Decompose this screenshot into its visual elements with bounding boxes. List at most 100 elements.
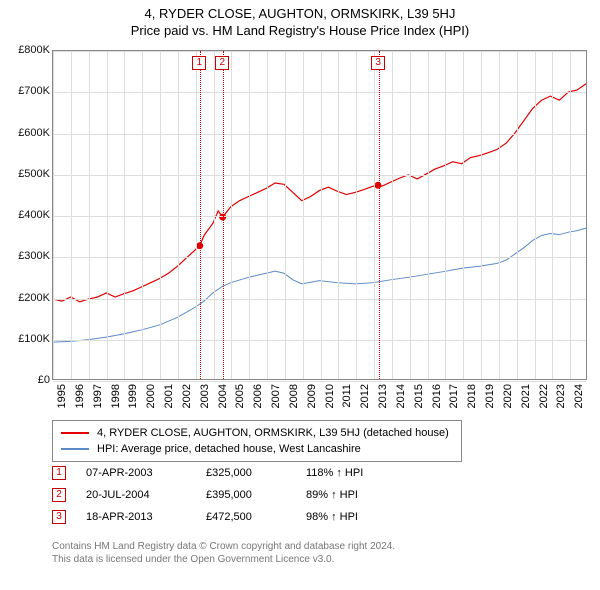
x-tick-label: 1998 bbox=[110, 384, 122, 408]
x-tick-label: 2006 bbox=[252, 384, 264, 408]
sale-row: 1 07-APR-2003 £325,000 118% ↑ HPI bbox=[52, 462, 406, 484]
x-tick-label: 2018 bbox=[466, 384, 478, 408]
vgrid-line bbox=[214, 51, 215, 379]
sale-row-price: £325,000 bbox=[206, 467, 286, 479]
sale-marker-dot bbox=[374, 182, 381, 189]
sale-row-marker: 2 bbox=[52, 488, 66, 502]
x-tick-label: 2003 bbox=[199, 384, 211, 408]
sale-marker-box: 1 bbox=[192, 56, 206, 70]
vgrid-line bbox=[374, 51, 375, 379]
vgrid-line bbox=[428, 51, 429, 379]
hgrid-line bbox=[53, 51, 586, 52]
x-tick-label: 1995 bbox=[56, 384, 68, 408]
x-tick-label: 2022 bbox=[538, 384, 550, 408]
x-tick-label: 2015 bbox=[413, 384, 425, 408]
chart-plot-area bbox=[52, 50, 587, 380]
vgrid-line bbox=[463, 51, 464, 379]
sale-row-marker: 3 bbox=[52, 510, 66, 524]
y-tick-label: £600K bbox=[0, 127, 50, 139]
sale-row-date: 20-JUL-2004 bbox=[86, 489, 186, 501]
x-tick-label: 2020 bbox=[502, 384, 514, 408]
sale-marker-line bbox=[200, 51, 201, 379]
vgrid-line bbox=[481, 51, 482, 379]
series-hpi bbox=[53, 228, 586, 342]
sale-row: 220-JUL-2004£395,00089% ↑ HPI bbox=[52, 484, 406, 506]
vgrid-line bbox=[499, 51, 500, 379]
legend-row-subject: 4, RYDER CLOSE, AUGHTON, ORMSKIRK, L39 5… bbox=[61, 425, 453, 441]
x-tick-label: 1997 bbox=[92, 384, 104, 408]
y-tick-label: £200K bbox=[0, 292, 50, 304]
hgrid-line bbox=[53, 216, 586, 217]
chart-svg bbox=[53, 51, 586, 379]
x-tick-label: 1996 bbox=[74, 384, 86, 408]
vgrid-line bbox=[338, 51, 339, 379]
x-tick-label: 2017 bbox=[448, 384, 460, 408]
vgrid-line bbox=[267, 51, 268, 379]
vgrid-line bbox=[570, 51, 571, 379]
x-tick-label: 2013 bbox=[377, 384, 389, 408]
vgrid-line bbox=[552, 51, 553, 379]
vgrid-line bbox=[517, 51, 518, 379]
vgrid-line bbox=[321, 51, 322, 379]
x-tick-label: 2007 bbox=[270, 384, 282, 408]
sale-row-date: 18-APR-2013 bbox=[86, 511, 186, 523]
vgrid-line bbox=[231, 51, 232, 379]
y-tick-label: £0 bbox=[0, 374, 50, 386]
x-tick-label: 2010 bbox=[324, 384, 336, 408]
x-tick-label: 2005 bbox=[234, 384, 246, 408]
hgrid-line bbox=[53, 134, 586, 135]
vgrid-line bbox=[356, 51, 357, 379]
legend-swatch-subject bbox=[61, 432, 89, 434]
series-subject bbox=[53, 84, 586, 302]
x-tick-label: 2019 bbox=[484, 384, 496, 408]
title-address: 4, RYDER CLOSE, AUGHTON, ORMSKIRK, L39 5… bbox=[0, 6, 600, 21]
vgrid-line bbox=[107, 51, 108, 379]
x-tick-label: 1999 bbox=[127, 384, 139, 408]
footer-attribution: Contains HM Land Registry data © Crown c… bbox=[52, 540, 572, 566]
vgrid-line bbox=[142, 51, 143, 379]
sale-marker-box: 2 bbox=[215, 56, 229, 70]
vgrid-line bbox=[124, 51, 125, 379]
x-tick-label: 2009 bbox=[306, 384, 318, 408]
sale-marker-box: 3 bbox=[371, 56, 385, 70]
sale-row-date: 07-APR-2003 bbox=[86, 467, 186, 479]
hgrid-line bbox=[53, 381, 586, 382]
x-tick-label: 2014 bbox=[395, 384, 407, 408]
sale-row-price: £472,500 bbox=[206, 511, 286, 523]
vgrid-line bbox=[178, 51, 179, 379]
x-tick-label: 2004 bbox=[217, 384, 229, 408]
x-tick-label: 2008 bbox=[288, 384, 300, 408]
hgrid-line bbox=[53, 340, 586, 341]
x-tick-label: 2016 bbox=[431, 384, 443, 408]
vgrid-line bbox=[71, 51, 72, 379]
hgrid-line bbox=[53, 175, 586, 176]
x-tick-label: 2012 bbox=[359, 384, 371, 408]
y-tick-label: £300K bbox=[0, 250, 50, 262]
legend-box: 4, RYDER CLOSE, AUGHTON, ORMSKIRK, L39 5… bbox=[52, 420, 462, 462]
vgrid-line bbox=[249, 51, 250, 379]
vgrid-line bbox=[89, 51, 90, 379]
hgrid-line bbox=[53, 299, 586, 300]
legend-swatch-hpi bbox=[61, 448, 89, 450]
legend-row-hpi: HPI: Average price, detached house, West… bbox=[61, 441, 453, 457]
x-tick-label: 2001 bbox=[163, 384, 175, 408]
sale-row-pct: 98% ↑ HPI bbox=[306, 511, 406, 523]
sale-row: 3 18-APR-2013 £472,500 98% ↑ HPI bbox=[52, 506, 406, 528]
footer-line2: This data is licensed under the Open Gov… bbox=[52, 553, 572, 566]
sale-row-marker: 1 bbox=[52, 466, 66, 480]
x-tick-label: 2000 bbox=[145, 384, 157, 408]
sale-marker-line bbox=[223, 51, 224, 379]
vgrid-line bbox=[410, 51, 411, 379]
sale-row-pct: 118% ↑ HPI bbox=[306, 467, 406, 479]
x-tick-label: 2023 bbox=[555, 384, 567, 408]
y-tick-label: £800K bbox=[0, 44, 50, 56]
sales-table: 1 07-APR-2003 £325,000 118% ↑ HPI 2 20-JUL-20… bbox=[52, 462, 406, 528]
vgrid-line bbox=[53, 51, 54, 379]
vgrid-line bbox=[392, 51, 393, 379]
title-subtitle: Price paid vs. HM Land Registry's House … bbox=[0, 23, 600, 38]
vgrid-line bbox=[303, 51, 304, 379]
sale-row-pct: 89% ↑ HPI bbox=[306, 489, 406, 501]
footer-line1: Contains HM Land Registry data © Crown c… bbox=[52, 540, 572, 553]
vgrid-line bbox=[196, 51, 197, 379]
x-tick-label: 2021 bbox=[520, 384, 532, 408]
